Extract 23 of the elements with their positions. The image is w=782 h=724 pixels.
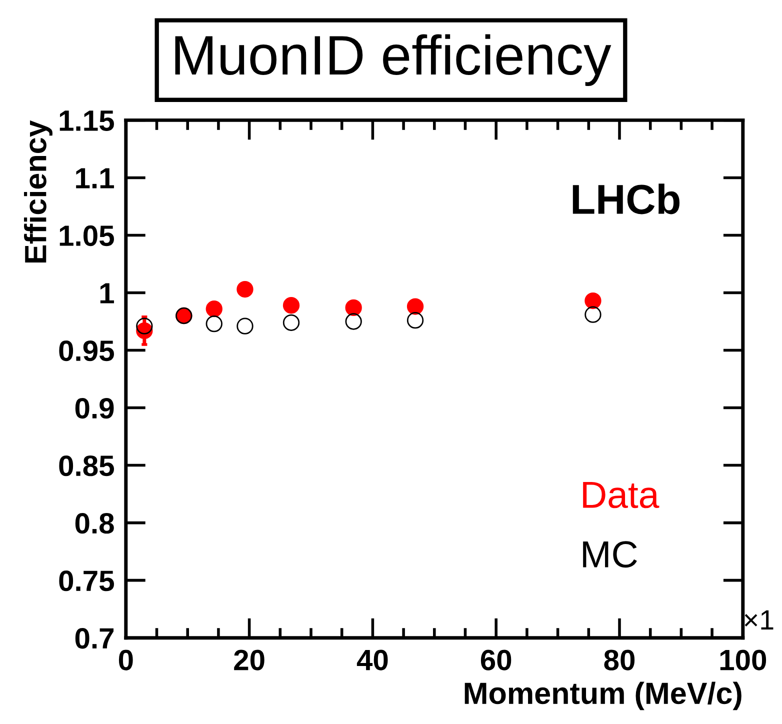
x-tick-label: 60 [480,650,512,670]
x-tick-label: 80 [604,650,635,670]
y-tick-label: 1.1 [76,168,114,188]
y-tick-label: 0.9 [75,398,114,419]
x-tick-label: 100 [720,650,766,670]
chart-title: MuonID efficiency [175,34,612,86]
y-axis-title: Efficiency [24,120,52,262]
y-tick-label: 1.15 [60,110,114,132]
y-tick-label: 0.7 [75,628,114,649]
y-tick-label: 0.8 [75,513,114,534]
y-tick-label: 0.85 [59,455,114,476]
x-axis-title: Momentum (MeV/c) [464,682,742,710]
y-tick-label: 1.05 [60,225,114,246]
x-tick-label: 0 [118,650,133,670]
annotation: LHCb [572,184,680,214]
y-tick-label: 0.95 [59,340,114,362]
x-tick-label: 20 [234,650,264,670]
legend-label: MC [583,541,637,568]
x-tick-label: 40 [356,650,388,670]
text: Data [583,482,660,508]
y-tick-label: 0.75 [59,570,114,592]
text: ×1 [744,610,774,630]
y-tick-label: 1 [100,283,114,304]
